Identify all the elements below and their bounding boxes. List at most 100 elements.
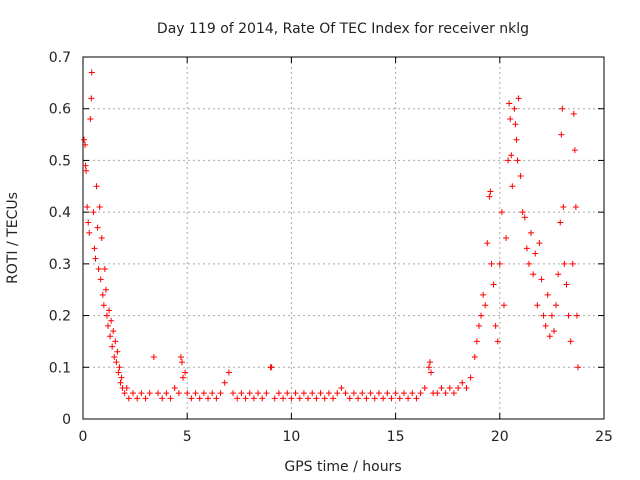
data-point xyxy=(175,390,182,397)
data-point xyxy=(570,110,577,117)
data-point xyxy=(184,390,191,397)
data-point xyxy=(209,390,216,397)
data-point xyxy=(350,390,357,397)
data-point xyxy=(519,209,526,216)
y-tick-label: 0 xyxy=(62,412,71,428)
data-point xyxy=(111,353,118,360)
data-point xyxy=(130,390,137,397)
data-point xyxy=(561,260,568,267)
data-point xyxy=(513,136,520,143)
data-point xyxy=(359,390,366,397)
data-point xyxy=(498,209,505,216)
data-point xyxy=(505,157,512,164)
data-point xyxy=(110,328,117,335)
data-point xyxy=(480,291,487,298)
data-point xyxy=(99,291,106,298)
data-point xyxy=(300,390,307,397)
data-point xyxy=(555,271,562,278)
data-point xyxy=(305,395,312,402)
data-point xyxy=(98,235,105,241)
data-point xyxy=(494,338,501,345)
data-point xyxy=(180,374,187,381)
data-point xyxy=(409,390,416,397)
data-point xyxy=(546,333,553,340)
data-point xyxy=(405,395,412,402)
data-point xyxy=(82,141,89,148)
data-point xyxy=(117,379,124,386)
data-point xyxy=(188,395,195,402)
data-point xyxy=(109,343,116,350)
data-point xyxy=(246,390,253,397)
data-point xyxy=(490,281,497,288)
data-point xyxy=(296,395,303,402)
data-point xyxy=(309,390,316,397)
data-point xyxy=(417,390,424,397)
data-point xyxy=(428,369,435,376)
data-point xyxy=(155,390,162,397)
data-point xyxy=(523,245,530,252)
data-point xyxy=(91,245,98,252)
data-point xyxy=(125,395,132,402)
data-point xyxy=(459,379,466,386)
data-point xyxy=(363,395,370,402)
data-point xyxy=(569,260,576,267)
data-point xyxy=(280,395,287,402)
data-point xyxy=(88,69,95,76)
data-point xyxy=(146,390,153,397)
data-point xyxy=(446,384,453,391)
data-point xyxy=(317,390,324,397)
axis-ticks xyxy=(82,56,605,420)
data-point xyxy=(90,209,97,216)
data-point xyxy=(114,348,121,355)
data-point xyxy=(496,260,503,267)
data-point xyxy=(115,369,122,376)
data-point xyxy=(167,395,174,402)
data-point xyxy=(425,364,432,371)
data-point xyxy=(86,229,93,236)
data-point xyxy=(426,359,433,366)
data-point xyxy=(150,353,157,360)
data-point xyxy=(177,353,184,360)
data-point xyxy=(450,390,457,397)
data-point xyxy=(388,395,395,402)
data-point xyxy=(82,162,89,169)
data-point xyxy=(205,395,212,402)
data-point xyxy=(471,353,478,360)
data-point xyxy=(567,338,574,345)
data-point xyxy=(116,364,123,371)
data-point xyxy=(475,322,482,329)
data-point xyxy=(511,105,518,112)
data-point xyxy=(259,395,266,402)
data-point xyxy=(500,302,507,309)
data-point xyxy=(292,390,299,397)
data-point xyxy=(108,317,115,324)
data-point xyxy=(442,390,449,397)
data-point xyxy=(138,390,145,397)
x-tick-label: 25 xyxy=(595,429,613,445)
data-point xyxy=(106,307,113,314)
data-point xyxy=(553,302,560,309)
data-point xyxy=(488,260,495,267)
data-point xyxy=(87,116,94,123)
data-point xyxy=(100,302,107,309)
data-point xyxy=(384,390,391,397)
data-point xyxy=(242,395,249,402)
data-point xyxy=(392,390,399,397)
data-point xyxy=(528,229,535,236)
data-point xyxy=(503,235,510,241)
data-point xyxy=(96,203,103,210)
data-point xyxy=(484,240,491,247)
data-point xyxy=(101,266,108,273)
data-point xyxy=(81,136,88,143)
data-point xyxy=(478,312,485,319)
data-point xyxy=(334,390,341,397)
data-point xyxy=(268,364,275,371)
data-point xyxy=(508,152,515,159)
data-point xyxy=(355,395,362,402)
data-point xyxy=(213,395,220,402)
data-point xyxy=(94,224,101,231)
data-point xyxy=(121,390,128,397)
data-point xyxy=(288,395,295,402)
data-point xyxy=(421,384,428,391)
data-point xyxy=(559,105,566,112)
